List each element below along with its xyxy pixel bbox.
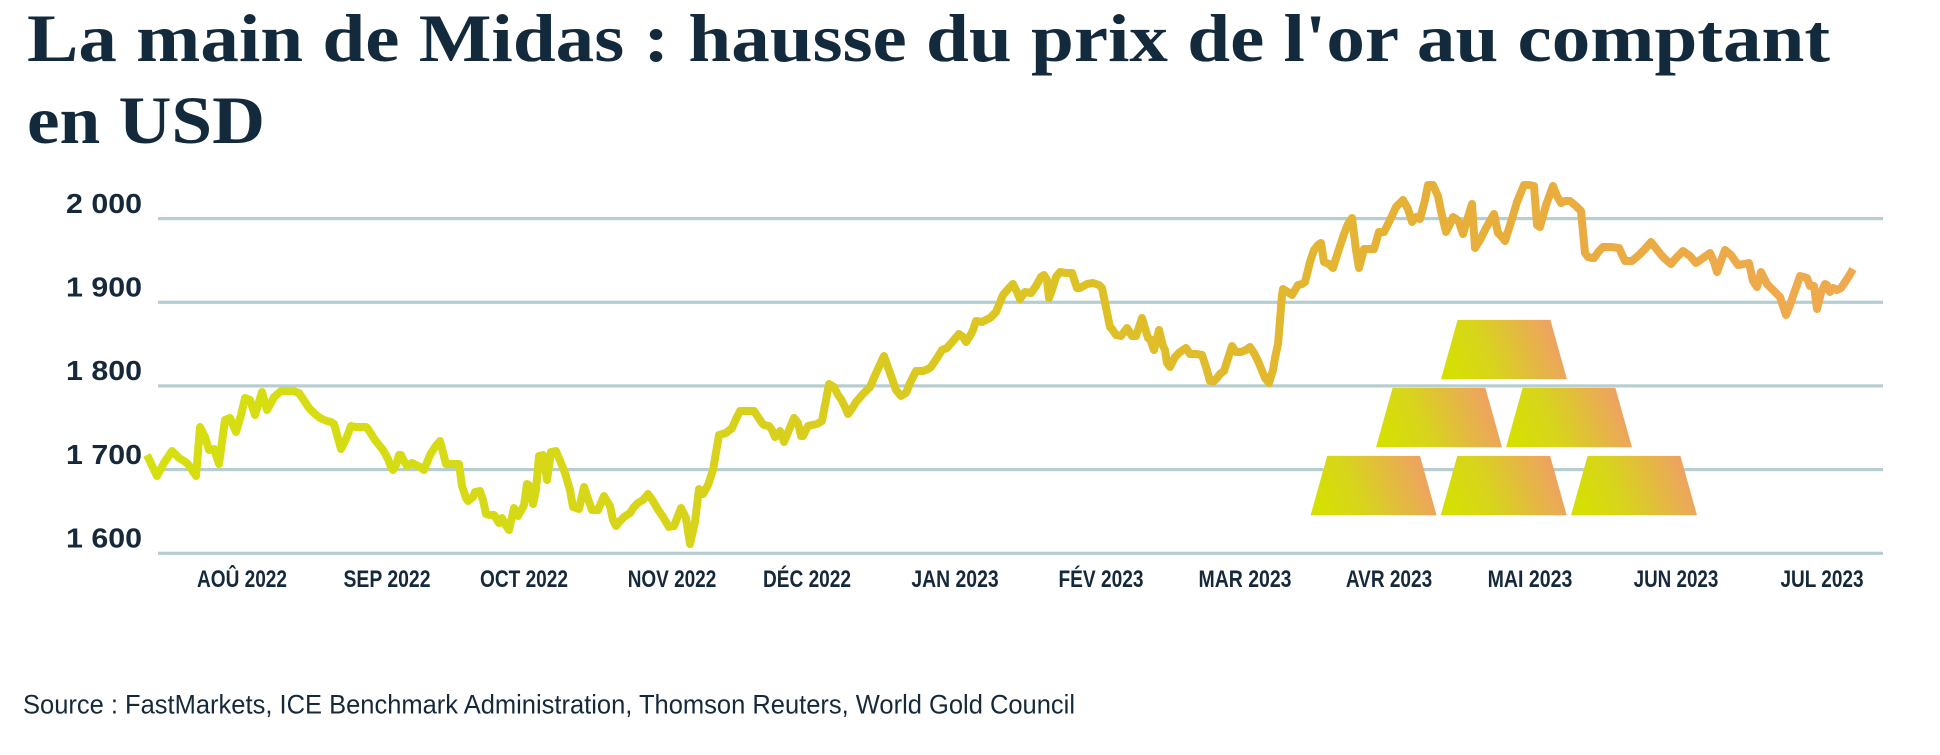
svg-text:MAI 2023: MAI 2023 [1488, 566, 1573, 593]
svg-text:NOV 2022: NOV 2022 [628, 566, 717, 593]
svg-text:1 900: 1 900 [66, 271, 142, 303]
svg-text:JUN 2023: JUN 2023 [1634, 566, 1719, 593]
svg-text:Source : FastMarkets, ICE Benc: Source : FastMarkets, ICE Benchmark Admi… [23, 690, 1075, 720]
svg-text:La main de Midas : hausse du p: La main de Midas : hausse du prix de l'o… [27, 0, 1830, 76]
svg-text:SEP 2022: SEP 2022 [344, 566, 431, 593]
svg-text:FÉV 2023: FÉV 2023 [1059, 565, 1144, 593]
svg-text:OCT 2022: OCT 2022 [480, 566, 568, 593]
svg-text:1 600: 1 600 [66, 522, 142, 554]
svg-text:2 000: 2 000 [66, 187, 142, 219]
svg-text:JAN 2023: JAN 2023 [911, 566, 998, 593]
svg-text:DÉC 2022: DÉC 2022 [763, 565, 851, 593]
svg-text:AOÛ 2022: AOÛ 2022 [197, 565, 287, 593]
svg-text:1 800: 1 800 [66, 354, 142, 386]
svg-text:AVR 2023: AVR 2023 [1346, 566, 1432, 593]
svg-text:1 700: 1 700 [66, 438, 142, 470]
svg-text:en USD: en USD [27, 82, 265, 158]
svg-text:MAR 2023: MAR 2023 [1199, 566, 1292, 593]
svg-text:JUL 2023: JUL 2023 [1780, 566, 1863, 593]
